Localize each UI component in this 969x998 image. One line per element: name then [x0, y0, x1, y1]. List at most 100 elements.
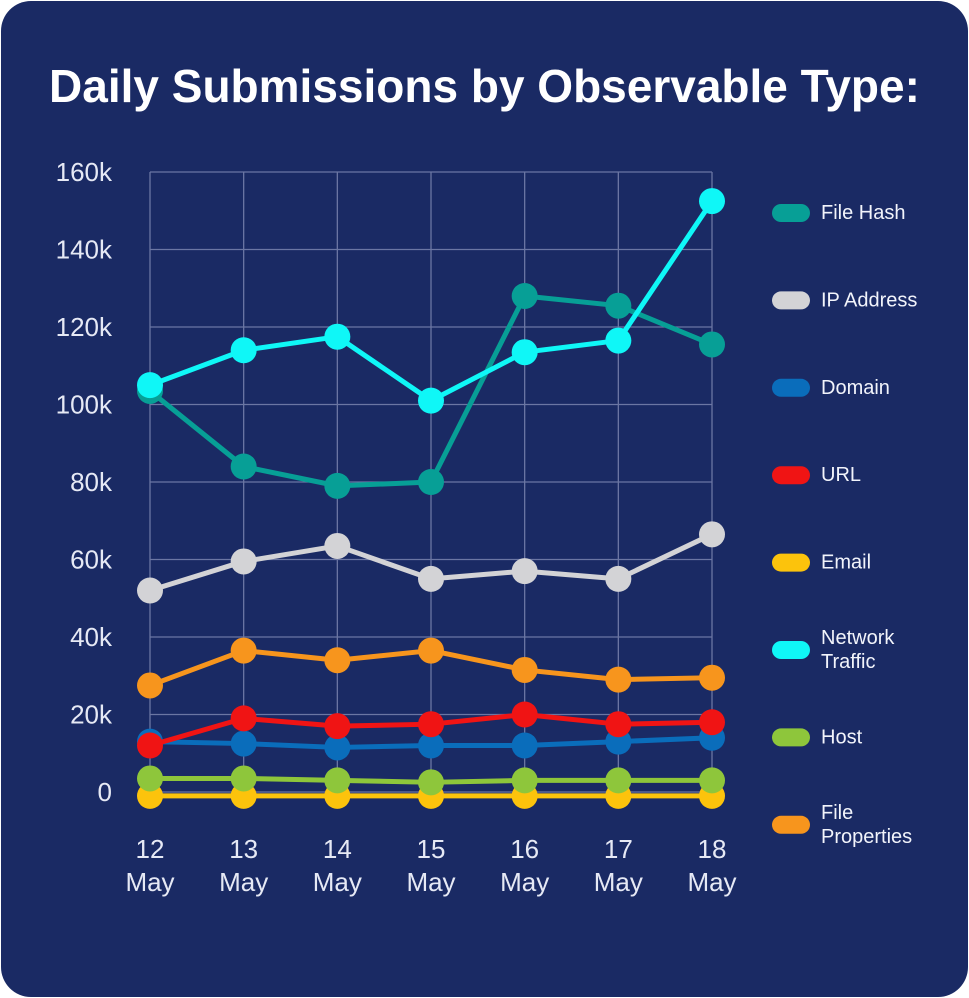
- legend-label-file-hash: File Hash: [821, 202, 905, 224]
- data-point-url: [324, 713, 351, 740]
- y-tick-label: 80k: [70, 467, 113, 497]
- y-tick-label: 140k: [56, 235, 113, 265]
- series-url: [137, 701, 725, 759]
- data-point-network-traffic: [137, 372, 163, 399]
- x-tick-label: 17 May: [594, 834, 643, 897]
- x-tick-label-line: May: [594, 867, 643, 897]
- legend-label-line: Domain: [821, 377, 890, 399]
- y-tick-label: 20k: [70, 700, 113, 730]
- data-point-ip-address: [137, 577, 163, 604]
- data-point-ip-address: [605, 565, 632, 592]
- x-tick-label: 14 May: [313, 834, 362, 897]
- x-tick-label-line: May: [313, 867, 362, 897]
- legend-label-line: IP Address: [821, 289, 917, 311]
- x-tick-label-line: 15: [417, 834, 446, 864]
- legend-item-ip-address: IP Address: [772, 289, 917, 311]
- legend-label-line: Traffic: [821, 651, 875, 673]
- legend-label-line: Network: [821, 627, 895, 649]
- data-point-network-traffic: [230, 337, 257, 364]
- legend-label-host: Host: [821, 726, 863, 748]
- series-network-traffic: [137, 188, 725, 414]
- data-point-url: [605, 711, 632, 738]
- series-file-hash: [137, 283, 725, 499]
- data-point-file-hash: [324, 472, 351, 499]
- data-point-domain: [418, 732, 444, 759]
- series-host: [137, 765, 725, 796]
- x-tick-label-line: May: [687, 867, 736, 897]
- data-point-file-properties: [137, 672, 163, 699]
- legend-item-file-properties: File Properties: [772, 802, 912, 848]
- legend: File Hash IP Address Domain URL Email Network…: [772, 202, 917, 848]
- x-tick-label: 18 May: [687, 834, 736, 897]
- data-point-host: [511, 767, 538, 794]
- y-axis-ticks: 0 20k 40k 60k 80k 100k 120k 140k 160k: [56, 157, 113, 807]
- legend-item-host: Host: [772, 726, 863, 748]
- data-point-url: [137, 732, 163, 759]
- legend-label-line: File Hash: [821, 202, 905, 224]
- x-tick-label-line: 12: [136, 834, 165, 864]
- legend-item-domain: Domain: [772, 377, 890, 399]
- data-point-domain: [324, 734, 351, 761]
- data-point-ip-address: [418, 565, 444, 592]
- x-tick-label-line: 17: [604, 834, 633, 864]
- legend-item-url: URL: [772, 464, 861, 486]
- legend-label-email: Email: [821, 552, 871, 574]
- legend-item-network-traffic: Network Traffic: [772, 627, 895, 673]
- data-point-file-hash: [699, 331, 725, 358]
- data-point-network-traffic: [605, 327, 632, 354]
- legend-swatch-url: [772, 466, 810, 485]
- data-point-file-hash: [230, 453, 257, 480]
- y-tick-label: 40k: [70, 622, 113, 652]
- data-point-host: [230, 765, 257, 792]
- data-point-ip-address: [324, 532, 351, 559]
- data-point-file-hash: [605, 292, 632, 319]
- data-point-host: [605, 767, 632, 794]
- legend-label-line: Host: [821, 726, 863, 748]
- data-point-network-traffic: [511, 339, 538, 366]
- x-tick-label-line: 14: [323, 834, 352, 864]
- y-tick-label: 100k: [56, 390, 113, 420]
- x-tick-label-line: 13: [229, 834, 258, 864]
- data-point-ip-address: [699, 521, 725, 548]
- data-point-url: [699, 709, 725, 736]
- x-tick-label-line: May: [125, 867, 174, 897]
- legend-swatch-email: [772, 553, 810, 572]
- data-point-file-properties: [511, 656, 538, 683]
- legend-swatch-ip-address: [772, 291, 810, 310]
- data-point-network-traffic: [699, 188, 725, 215]
- data-point-host: [137, 765, 163, 792]
- data-point-file-properties: [324, 647, 351, 674]
- data-point-file-properties: [418, 637, 444, 664]
- data-point-file-properties: [699, 664, 725, 691]
- data-point-url: [511, 701, 538, 728]
- x-tick-label-line: May: [500, 867, 549, 897]
- data-point-file-hash: [418, 469, 444, 495]
- data-point-file-hash: [511, 283, 538, 309]
- x-tick-label-line: May: [406, 867, 455, 897]
- legend-label-url: URL: [821, 464, 861, 486]
- y-tick-label: 60k: [70, 545, 113, 575]
- x-tick-label-line: 16: [510, 834, 539, 864]
- x-tick-label-line: 18: [698, 834, 727, 864]
- legend-item-file-hash: File Hash: [772, 202, 905, 224]
- chart-title: Daily Submissions by Observable Type:: [49, 60, 920, 112]
- legend-label-line: File: [821, 802, 853, 824]
- data-point-host: [418, 769, 444, 796]
- legend-swatch-file-properties: [772, 815, 810, 834]
- x-tick-label: 15 May: [406, 834, 455, 897]
- y-tick-label: 0: [98, 777, 112, 807]
- data-point-network-traffic: [418, 387, 444, 414]
- data-point-url: [418, 711, 444, 738]
- legend-swatch-host: [772, 728, 810, 747]
- legend-label-file-properties: File Properties: [821, 802, 912, 848]
- data-point-ip-address: [230, 548, 257, 575]
- legend-label-line: Email: [821, 552, 871, 574]
- data-point-ip-address: [511, 558, 538, 585]
- legend-item-email: Email: [772, 552, 871, 574]
- data-point-file-properties: [605, 666, 632, 693]
- legend-label-line: Properties: [821, 826, 912, 848]
- data-point-network-traffic: [324, 323, 351, 350]
